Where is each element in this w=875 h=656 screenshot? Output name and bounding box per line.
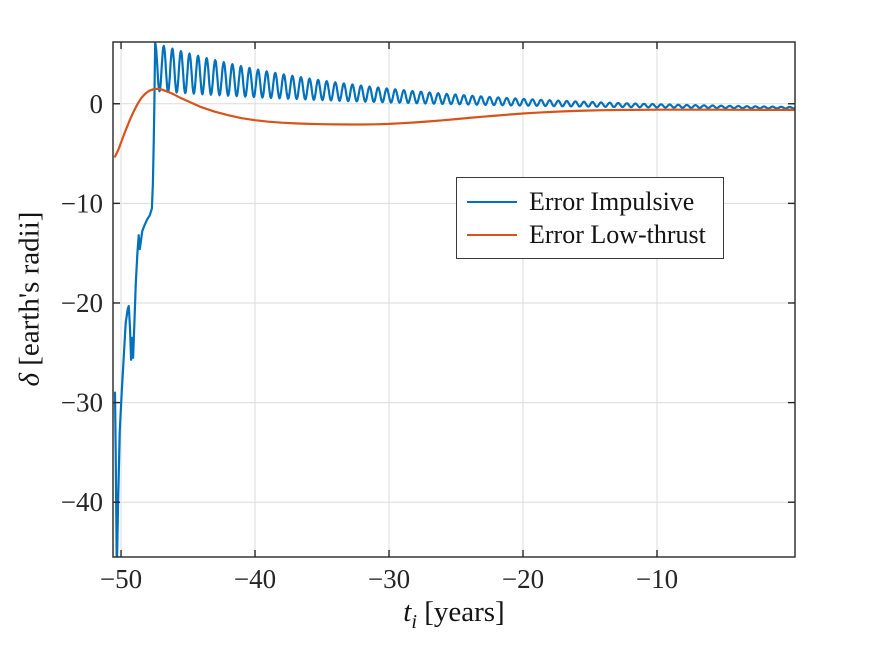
legend: Error Impulsive Error Low-thrust [456,177,724,259]
y-tick-label: 0 [90,89,104,119]
legend-swatch-0 [467,200,517,203]
x-axis-label: ti [years] [403,596,504,634]
y-tick-label: −40 [61,487,103,517]
y-axis-symbol: δ [13,372,46,387]
y-tick-label: −10 [61,188,103,218]
y-tick-label: −20 [61,288,103,318]
x-tick-label: −30 [368,564,410,594]
legend-label-impulsive: Error Impulsive [529,186,695,216]
legend-swatch-1 [467,233,517,236]
axes-box [112,41,796,558]
plot-area [113,42,795,557]
y-axis-label-text: [earth's radii] [13,211,46,373]
y-axis-label: δ [earth's radii] [14,212,47,387]
legend-item-impulsive: Error Impulsive [457,185,723,218]
x-tick-label: −40 [234,564,276,594]
x-tick-label: −50 [100,564,142,594]
x-tick-label: −20 [502,564,544,594]
series-group [113,42,795,557]
series-error-low-thrust [113,87,795,158]
legend-label-low-thrust: Error Low-thrust [529,219,706,249]
x-tick-label: −10 [636,564,678,594]
y-tick-label: −30 [61,388,103,418]
legend-item-low-thrust: Error Low-thrust [457,218,723,251]
x-axis-label-text: [years] [416,596,505,628]
series-error-impulsive [113,42,795,557]
x-axis-variable: t [403,596,412,628]
x-axis-subscript: i [411,610,417,633]
